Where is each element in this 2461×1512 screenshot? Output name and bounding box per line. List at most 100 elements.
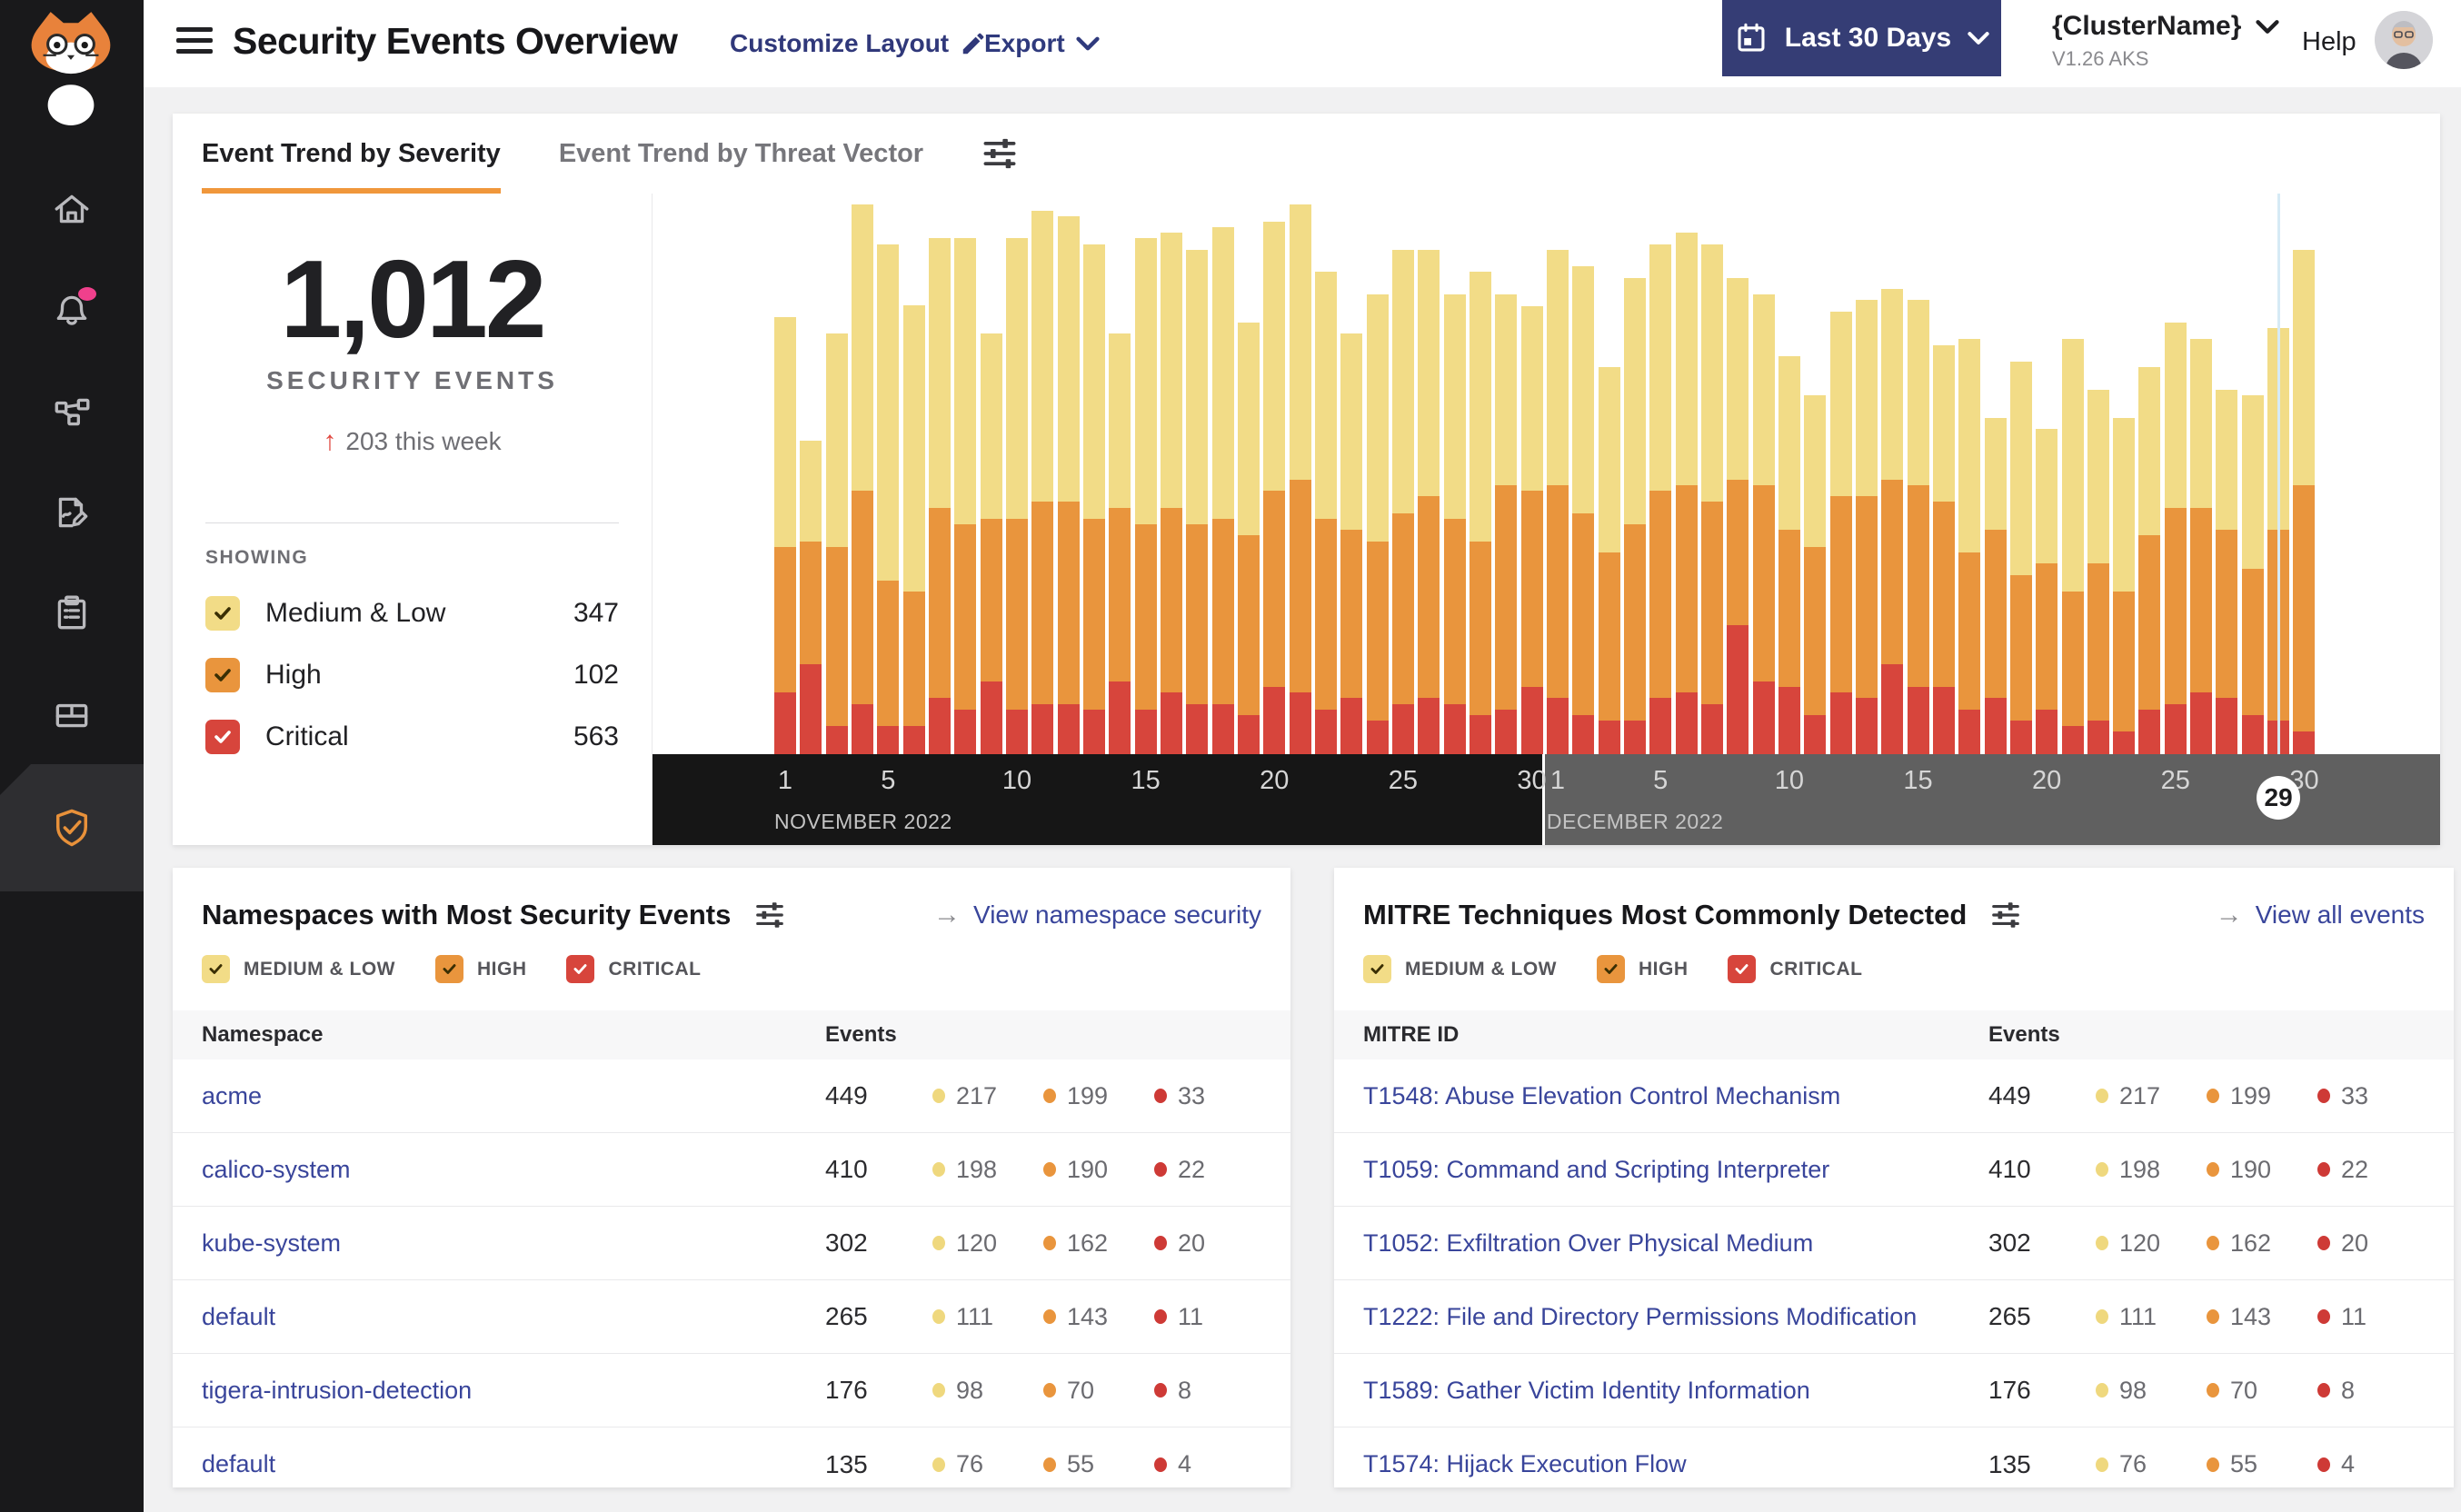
- bar-nov-3[interactable]: [825, 333, 848, 754]
- bar-dec-26[interactable]: [2190, 339, 2213, 754]
- bar-dec-15[interactable]: [1907, 300, 1929, 754]
- help-link[interactable]: Help: [2302, 27, 2356, 56]
- row-link[interactable]: T1574: Hijack Execution Flow: [1363, 1450, 1687, 1477]
- table-row[interactable]: tigera-intrusion-detection 176 98 70 8: [173, 1354, 1290, 1427]
- bar-nov-26[interactable]: [1418, 249, 1440, 754]
- bar-dec-6[interactable]: [1675, 233, 1698, 754]
- bar-nov-25[interactable]: [1391, 249, 1414, 754]
- export-button[interactable]: Export: [984, 29, 1100, 58]
- filter-high[interactable]: HIGH: [1596, 955, 1689, 983]
- bar-nov-22[interactable]: [1314, 272, 1337, 754]
- panel-settings-icon[interactable]: [754, 900, 785, 930]
- bar-nov-11[interactable]: [1031, 210, 1054, 754]
- bar-nov-18[interactable]: [1211, 227, 1234, 754]
- bar-dec-23[interactable]: [2113, 417, 2136, 754]
- bar-dec-16[interactable]: [1932, 344, 1955, 754]
- bar-dec-1[interactable]: [1546, 249, 1569, 754]
- bar-dec-5[interactable]: [1649, 244, 1672, 754]
- checkbox-critical[interactable]: [205, 720, 240, 754]
- bar-dec-21[interactable]: [2061, 339, 2084, 754]
- sidebar-item-threat-defense[interactable]: [0, 764, 144, 891]
- table-row[interactable]: T1574: Hijack Execution Flow 135 76 55 4: [1334, 1427, 2454, 1501]
- sidebar-item-alerts[interactable]: [0, 260, 144, 361]
- bar-nov-27[interactable]: [1443, 294, 1466, 754]
- bar-nov-8[interactable]: [954, 238, 977, 754]
- panel-link[interactable]: → View namespace security: [933, 900, 1261, 930]
- bar-nov-2[interactable]: [800, 440, 822, 754]
- filter-medium-low[interactable]: MEDIUM & LOW: [202, 955, 395, 983]
- tab-event-trend-by-threat-vector[interactable]: Event Trend by Threat Vector: [558, 138, 924, 168]
- bar-dec-20[interactable]: [2036, 429, 2058, 754]
- hamburger-menu-icon[interactable]: [176, 27, 214, 60]
- table-row[interactable]: default 135 76 55 4: [173, 1427, 1290, 1501]
- bar-nov-13[interactable]: [1082, 244, 1105, 754]
- bar-nov-1[interactable]: [774, 316, 796, 754]
- bar-dec-28[interactable]: [2241, 395, 2264, 754]
- filter-high[interactable]: HIGH: [434, 955, 527, 983]
- table-row[interactable]: T1589: Gather Victim Identity Informatio…: [1334, 1354, 2454, 1427]
- bar-nov-4[interactable]: [851, 204, 873, 754]
- bar-nov-5[interactable]: [877, 244, 900, 754]
- row-link[interactable]: T1548: Abuse Elevation Control Mechanism: [1363, 1081, 1841, 1109]
- panel-settings-icon[interactable]: [1990, 900, 2021, 930]
- bar-nov-12[interactable]: [1057, 215, 1080, 754]
- bar-dec-13[interactable]: [1855, 300, 1878, 754]
- sidebar-item-home[interactable]: [0, 159, 144, 260]
- row-link[interactable]: acme: [202, 1081, 263, 1109]
- filter-critical[interactable]: CRITICAL: [1728, 955, 1862, 983]
- row-link[interactable]: T1059: Command and Scripting Interpreter: [1363, 1155, 1830, 1183]
- bar-dec-14[interactable]: [1881, 288, 1904, 754]
- sidebar-item-workloads[interactable]: [0, 663, 144, 764]
- panel-link[interactable]: → View all events: [2215, 900, 2425, 930]
- filter-critical[interactable]: CRITICAL: [566, 955, 701, 983]
- table-row[interactable]: kube-system 302 120 162 20: [173, 1207, 1290, 1280]
- bar-nov-16[interactable]: [1160, 233, 1182, 754]
- bar-dec-7[interactable]: [1700, 244, 1723, 754]
- row-link[interactable]: default: [202, 1302, 276, 1330]
- bar-nov-17[interactable]: [1186, 249, 1209, 754]
- row-link[interactable]: tigera-intrusion-detection: [202, 1376, 473, 1404]
- row-link[interactable]: T1052: Exfiltration Over Physical Medium: [1363, 1228, 1814, 1257]
- sidebar-item-policies[interactable]: [0, 462, 144, 562]
- bar-nov-9[interactable]: [980, 333, 1002, 754]
- row-link[interactable]: calico-system: [202, 1155, 351, 1183]
- avatar[interactable]: [2375, 11, 2433, 69]
- customize-layout-button[interactable]: Customize Layout: [730, 29, 987, 58]
- bar-dec-22[interactable]: [2087, 389, 2109, 754]
- filter-medium-low[interactable]: MEDIUM & LOW: [1363, 955, 1557, 983]
- bar-dec-4[interactable]: [1623, 277, 1646, 754]
- bar-nov-30[interactable]: [1520, 305, 1543, 754]
- table-row[interactable]: default 265 111 143 11: [173, 1280, 1290, 1354]
- cluster-selector[interactable]: {ClusterName} V1.26 AKS: [2052, 11, 2280, 71]
- table-row[interactable]: T1222: File and Directory Permissions Mo…: [1334, 1280, 2454, 1354]
- checkbox-medium-low[interactable]: [205, 596, 240, 631]
- bar-nov-24[interactable]: [1366, 294, 1389, 754]
- bar-nov-21[interactable]: [1289, 204, 1311, 754]
- selected-day-badge[interactable]: 29: [2257, 776, 2301, 820]
- row-link[interactable]: T1222: File and Directory Permissions Mo…: [1363, 1302, 1918, 1330]
- checkbox-high[interactable]: [205, 658, 240, 692]
- tab-event-trend-by-severity[interactable]: Event Trend by Severity: [202, 114, 501, 194]
- row-link[interactable]: T1589: Gather Victim Identity Informatio…: [1363, 1376, 1810, 1404]
- row-link[interactable]: kube-system: [202, 1228, 342, 1257]
- bar-nov-28[interactable]: [1469, 272, 1491, 754]
- bar-nov-20[interactable]: [1263, 221, 1286, 754]
- bar-nov-7[interactable]: [928, 238, 951, 754]
- bar-nov-23[interactable]: [1340, 333, 1363, 754]
- cat-logo[interactable]: [13, 7, 129, 127]
- sidebar-item-service-graph[interactable]: [0, 361, 144, 462]
- bar-nov-15[interactable]: [1134, 238, 1157, 754]
- bar-dec-18[interactable]: [1984, 417, 2007, 754]
- bar-dec-2[interactable]: [1572, 266, 1595, 754]
- table-row[interactable]: T1059: Command and Scripting Interpreter…: [1334, 1133, 2454, 1207]
- bar-nov-6[interactable]: [902, 305, 925, 754]
- bar-nov-19[interactable]: [1237, 322, 1260, 754]
- table-row[interactable]: T1548: Abuse Elevation Control Mechanism…: [1334, 1059, 2454, 1133]
- sidebar-item-compliance[interactable]: [0, 562, 144, 663]
- bar-dec-10[interactable]: [1778, 355, 1800, 754]
- table-row[interactable]: acme 449 217 199 33: [173, 1059, 1290, 1133]
- bar-nov-10[interactable]: [1005, 238, 1028, 754]
- bar-dec-12[interactable]: [1829, 311, 1852, 754]
- table-row[interactable]: calico-system 410 198 190 22: [173, 1133, 1290, 1207]
- bar-dec-27[interactable]: [2216, 389, 2238, 754]
